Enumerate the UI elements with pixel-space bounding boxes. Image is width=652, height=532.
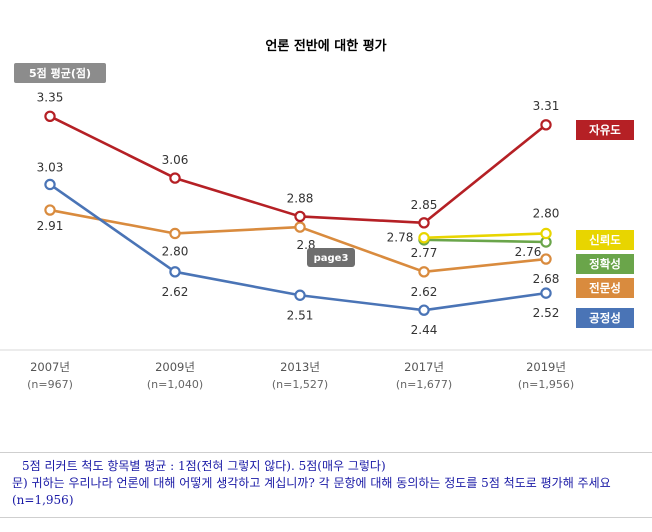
series-3-point xyxy=(418,266,430,278)
series-4-point xyxy=(169,266,181,278)
legend-swatch xyxy=(576,120,634,140)
series-0-point xyxy=(169,172,181,184)
x-tick-label: 2019년 xyxy=(526,360,566,374)
legend-item: 정확성 xyxy=(576,254,634,274)
legend-item: 공정성 xyxy=(576,308,634,328)
legend-item: 신뢰도 xyxy=(576,230,634,250)
series-4-point xyxy=(540,287,552,299)
series-3-point xyxy=(169,227,181,240)
series-1-value-label: 2.78 xyxy=(387,231,414,245)
x-tick-sublabel: (n=1,956) xyxy=(518,378,574,391)
unit-badge: 5점 평균(점) xyxy=(14,63,106,83)
series-3-point xyxy=(294,221,306,233)
series-0-value-label: 3.35 xyxy=(37,90,64,104)
series-0-value-label: 2.85 xyxy=(411,198,438,212)
series-4-value-label: 2.62 xyxy=(162,285,189,299)
unit-label: 5점 평균(점) xyxy=(29,66,91,80)
series-0-point xyxy=(294,210,306,223)
series-0-line xyxy=(49,115,547,225)
legend-label: 전문성 xyxy=(589,281,621,295)
legend-swatch xyxy=(576,230,634,250)
series-3-point xyxy=(540,253,552,265)
series-0-value-label: 3.31 xyxy=(533,99,560,113)
footnote-question: 문) 귀하는 우리나라 언론에 대해 어떻게 생각하고 계십니까? 각 문항에 … xyxy=(12,476,611,507)
footnote-scale: 5점 리커트 척도 항목별 평균 : 1점(전혀 그렇지 않다). 5점(매우 … xyxy=(22,459,386,473)
legend-item: 자유도 xyxy=(576,120,634,140)
x-tick-label: 2013년 xyxy=(280,360,320,374)
series-1-point xyxy=(418,232,430,244)
series-3-value-label: 2.91 xyxy=(37,219,64,233)
series-4-point xyxy=(418,304,430,316)
x-tick-label: 2017년 xyxy=(404,360,444,374)
series-1-value-label: 2.80 xyxy=(533,206,560,220)
legend-label: 정확성 xyxy=(589,257,621,271)
page-overlay-text: page3 xyxy=(314,253,349,264)
x-tick-sublabel: (n=1,040) xyxy=(147,378,203,391)
series-0-value-label: 3.06 xyxy=(162,153,189,167)
legend-label: 신뢰도 xyxy=(589,233,621,247)
series-2-value-label: 2.76 xyxy=(515,245,542,259)
series-4-value-label: 2.51 xyxy=(287,308,314,322)
page-overlay-tag: page3 xyxy=(307,248,355,267)
legend-label: 자유도 xyxy=(589,123,621,137)
series-0-value-label: 2.88 xyxy=(287,191,314,205)
series-2-line xyxy=(423,238,547,244)
series-3-value-label: 2.68 xyxy=(533,272,560,286)
x-tick-label: 2009년 xyxy=(155,360,195,374)
x-tick-sublabel: (n=1,677) xyxy=(396,378,452,391)
legend-swatch xyxy=(576,278,634,298)
series-4-value-label: 3.03 xyxy=(37,160,64,174)
series-2-value-label: 2.77 xyxy=(411,246,438,260)
x-tick-sublabel: (n=967) xyxy=(27,378,73,391)
series-4-value-label: 2.52 xyxy=(533,306,560,320)
series-1-point xyxy=(540,227,552,240)
series-0-point xyxy=(418,217,430,229)
chart-title: 언론 전반에 대한 평가 xyxy=(265,38,386,54)
series-3-point xyxy=(44,204,56,216)
series-3-value-label: 2.80 xyxy=(162,244,189,258)
footnote: 5점 리커트 척도 항목별 평균 : 1점(전혀 그렇지 않다). 5점(매우 … xyxy=(0,452,652,518)
legend-swatch xyxy=(576,308,634,328)
series-3-value-label: 2.62 xyxy=(411,285,438,299)
series-0-point xyxy=(44,110,56,123)
x-tick-sublabel: (n=1,527) xyxy=(272,378,328,391)
line-chart: 언론 전반에 대한 평가 5점 평균(점) 2.912.80 2.82.622.6… xyxy=(0,38,652,391)
legend-swatch xyxy=(576,254,634,274)
series-1-line xyxy=(423,232,547,240)
series-4-point xyxy=(294,289,306,301)
x-tick-label: 2007년 xyxy=(30,360,70,374)
legend-item: 전문성 xyxy=(576,278,634,298)
series-0-point xyxy=(540,119,552,131)
series-4-value-label: 2.44 xyxy=(411,323,438,337)
legend-label: 공정성 xyxy=(589,311,621,325)
series-4-point xyxy=(44,178,56,191)
